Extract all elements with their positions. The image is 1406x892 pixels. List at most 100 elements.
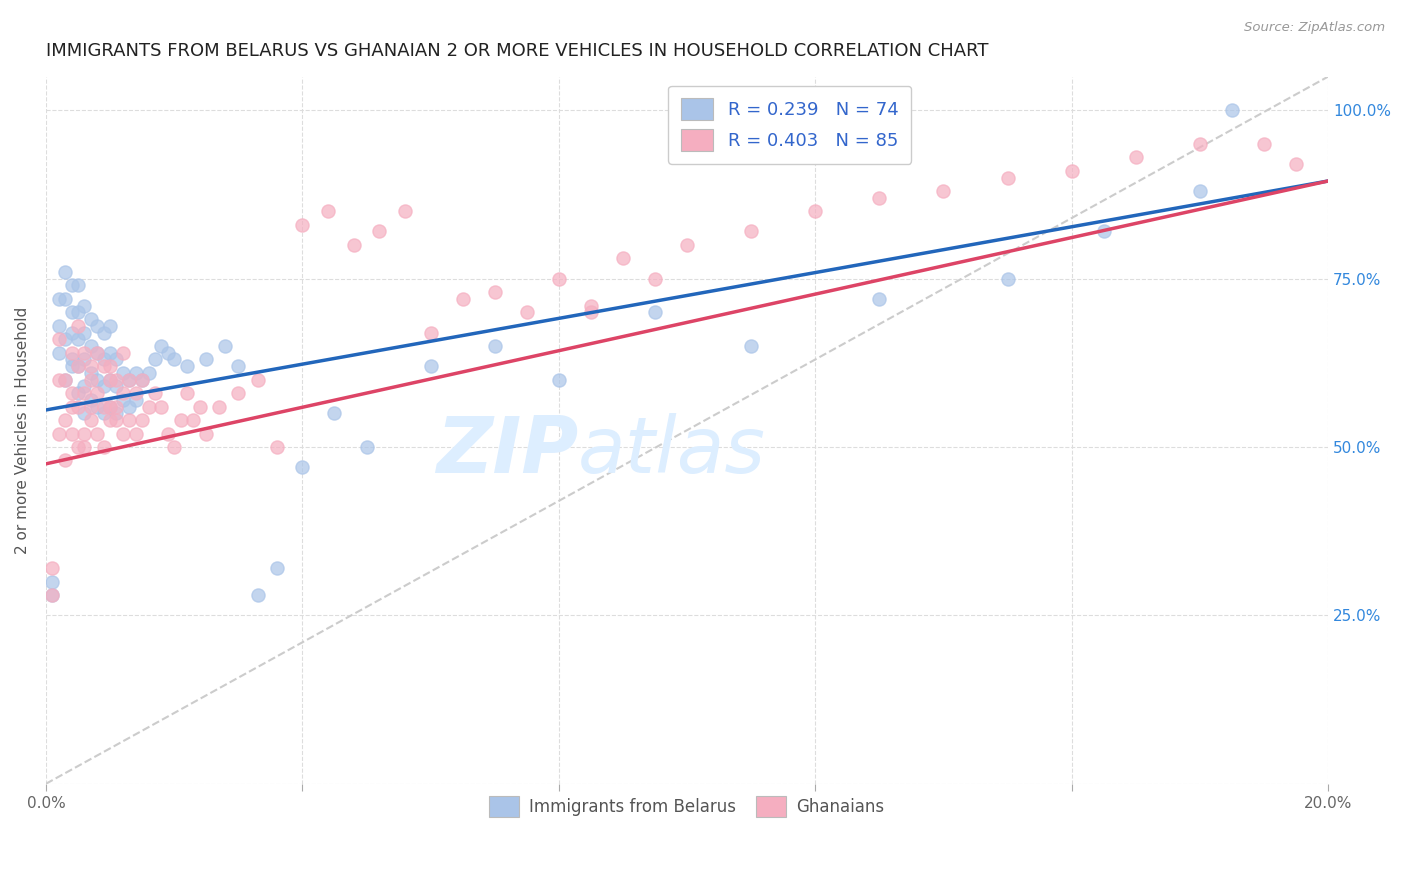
Point — [176, 386, 198, 401]
Point — [93, 379, 115, 393]
Point — [66, 278, 89, 293]
Point — [98, 345, 121, 359]
Point — [740, 339, 762, 353]
Point — [48, 318, 70, 333]
Point — [66, 332, 89, 346]
Point — [419, 326, 441, 340]
Legend: Immigrants from Belarus, Ghanaians: Immigrants from Belarus, Ghanaians — [481, 788, 893, 825]
Point — [80, 400, 103, 414]
Point — [368, 225, 391, 239]
Point — [60, 426, 83, 441]
Point — [419, 359, 441, 374]
Point — [53, 453, 76, 467]
Point — [156, 426, 179, 441]
Point — [48, 332, 70, 346]
Point — [60, 386, 83, 401]
Point — [66, 359, 89, 374]
Point — [169, 413, 191, 427]
Text: IMMIGRANTS FROM BELARUS VS GHANAIAN 2 OR MORE VEHICLES IN HOUSEHOLD CORRELATION : IMMIGRANTS FROM BELARUS VS GHANAIAN 2 OR… — [46, 42, 988, 60]
Point — [48, 426, 70, 441]
Point — [60, 359, 83, 374]
Point — [48, 345, 70, 359]
Point — [176, 359, 198, 374]
Point — [125, 386, 148, 401]
Point — [138, 366, 160, 380]
Point — [66, 440, 89, 454]
Point — [150, 400, 173, 414]
Point — [93, 440, 115, 454]
Point — [118, 373, 141, 387]
Point — [86, 400, 108, 414]
Point — [266, 440, 288, 454]
Point — [41, 588, 63, 602]
Point — [80, 312, 103, 326]
Point — [394, 204, 416, 219]
Point — [1253, 136, 1275, 151]
Point — [73, 426, 96, 441]
Point — [125, 426, 148, 441]
Text: ZIP: ZIP — [436, 413, 578, 490]
Point — [80, 359, 103, 374]
Point — [73, 345, 96, 359]
Point — [131, 373, 153, 387]
Point — [163, 440, 186, 454]
Point — [73, 352, 96, 367]
Point — [156, 345, 179, 359]
Point — [579, 299, 602, 313]
Point — [66, 305, 89, 319]
Point — [291, 460, 314, 475]
Point — [60, 400, 83, 414]
Point — [73, 406, 96, 420]
Point — [1092, 225, 1115, 239]
Point — [53, 292, 76, 306]
Y-axis label: 2 or more Vehicles in Household: 2 or more Vehicles in Household — [15, 307, 30, 554]
Point — [105, 406, 128, 420]
Point — [214, 339, 236, 353]
Point — [547, 271, 569, 285]
Point — [53, 332, 76, 346]
Point — [86, 426, 108, 441]
Point — [111, 386, 134, 401]
Point — [644, 305, 666, 319]
Point — [80, 373, 103, 387]
Point — [1188, 136, 1211, 151]
Point — [118, 373, 141, 387]
Point — [997, 170, 1019, 185]
Point — [80, 366, 103, 380]
Point — [41, 588, 63, 602]
Point — [105, 413, 128, 427]
Point — [80, 339, 103, 353]
Point — [53, 373, 76, 387]
Point — [86, 345, 108, 359]
Point — [41, 574, 63, 589]
Point — [105, 373, 128, 387]
Point — [188, 400, 211, 414]
Point — [73, 440, 96, 454]
Point — [98, 373, 121, 387]
Point — [740, 225, 762, 239]
Point — [451, 292, 474, 306]
Point — [73, 386, 96, 401]
Point — [93, 359, 115, 374]
Point — [1060, 164, 1083, 178]
Point — [195, 426, 218, 441]
Point — [60, 278, 83, 293]
Point — [111, 366, 134, 380]
Point — [93, 406, 115, 420]
Point — [343, 238, 366, 252]
Point — [73, 326, 96, 340]
Point — [93, 352, 115, 367]
Point — [111, 426, 134, 441]
Point — [226, 359, 249, 374]
Point — [41, 561, 63, 575]
Point — [105, 400, 128, 414]
Point — [93, 326, 115, 340]
Point — [125, 366, 148, 380]
Point — [246, 588, 269, 602]
Point — [1285, 157, 1308, 171]
Point — [547, 373, 569, 387]
Point — [1188, 184, 1211, 198]
Point — [98, 413, 121, 427]
Point — [266, 561, 288, 575]
Point — [868, 191, 890, 205]
